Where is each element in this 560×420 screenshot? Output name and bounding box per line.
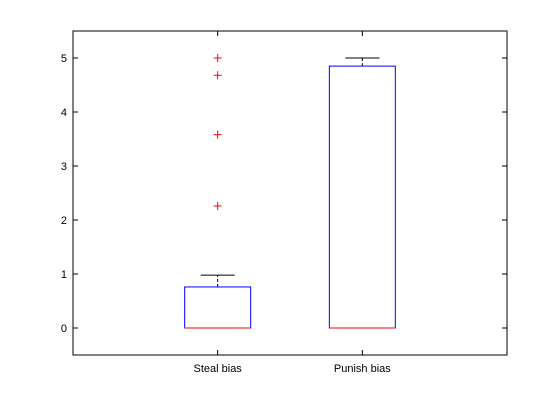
- box-steal-bias: [184, 54, 252, 329]
- tick-labels: 0 1 2 3 4 5 Steal bias Punish bias: [61, 53, 391, 375]
- y-tick-label: 0: [61, 323, 67, 335]
- outlier-point: [213, 54, 222, 62]
- y-tick-label: 2: [61, 215, 67, 227]
- plot-area: [72, 30, 508, 356]
- x-tick-label: Steal bias: [194, 363, 243, 375]
- outlier-point: [213, 201, 222, 210]
- axis-ticks: [73, 31, 507, 355]
- x-tick-label: Punish bias: [334, 363, 391, 375]
- y-tick-label: 3: [61, 161, 67, 173]
- outlier-point: [213, 71, 222, 80]
- y-tick-label: 1: [61, 269, 67, 281]
- boxes: [184, 54, 396, 329]
- box-punish-bias: [328, 57, 396, 329]
- outlier-point: [213, 130, 222, 139]
- y-tick-label: 4: [61, 107, 67, 119]
- y-tick-label: 5: [61, 53, 67, 65]
